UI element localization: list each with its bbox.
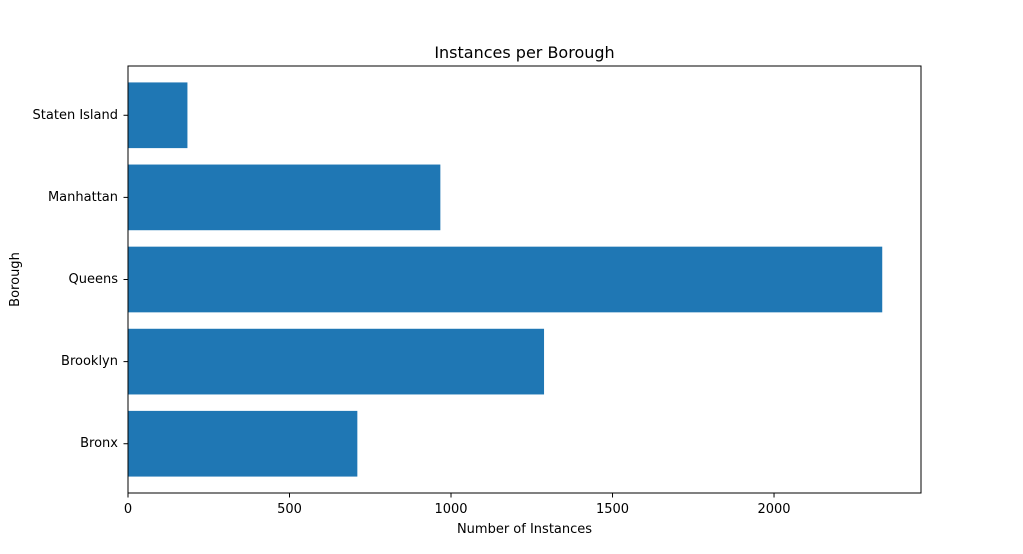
x-tick-label: 1000 bbox=[434, 502, 467, 517]
y-tick-label: Staten Island bbox=[33, 108, 118, 123]
y-tick-label: Bronx bbox=[80, 436, 118, 451]
bar-staten-island bbox=[128, 82, 188, 149]
x-axis-ticks: 0 500 1000 1500 2000 bbox=[124, 493, 791, 517]
y-tick-label: Queens bbox=[69, 272, 119, 287]
y-tick-label: Manhattan bbox=[48, 190, 118, 205]
bar-bronx bbox=[128, 410, 358, 477]
bar-brooklyn bbox=[128, 328, 545, 395]
bars-group bbox=[128, 82, 883, 477]
x-tick-label: 2000 bbox=[757, 502, 790, 517]
x-tick-label: 1500 bbox=[596, 502, 629, 517]
y-tick-label: Brooklyn bbox=[61, 354, 118, 369]
x-axis-label: Number of Instances bbox=[457, 522, 592, 537]
bar-queens bbox=[128, 246, 883, 313]
bar-manhattan bbox=[128, 164, 441, 231]
x-tick-label: 500 bbox=[277, 502, 302, 517]
x-tick-label: 0 bbox=[124, 502, 132, 517]
y-axis-label: Borough bbox=[8, 252, 23, 307]
y-axis-ticks: Bronx Brooklyn Queens Manhattan Staten Islan… bbox=[33, 108, 128, 451]
chart-title: Instances per Borough bbox=[434, 43, 614, 62]
